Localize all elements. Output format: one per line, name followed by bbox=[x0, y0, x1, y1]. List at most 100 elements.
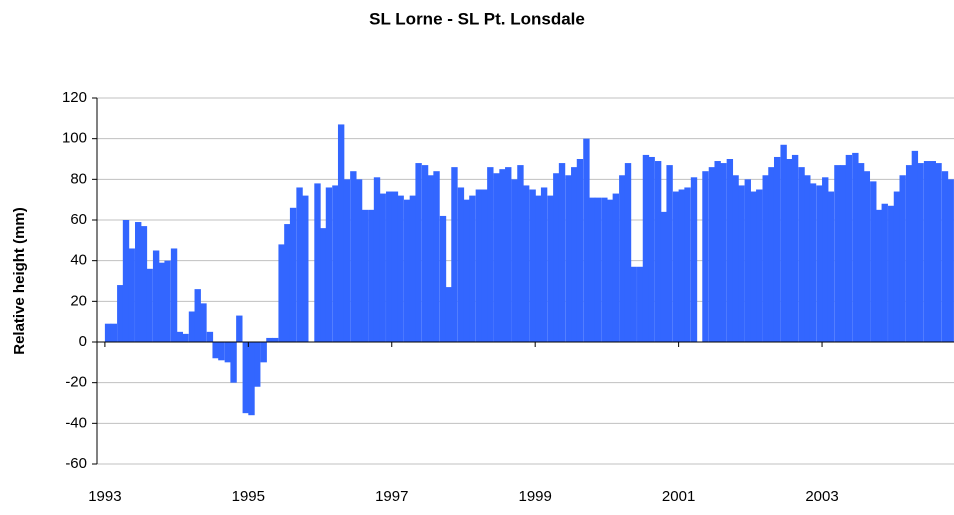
bar bbox=[804, 175, 811, 342]
bar bbox=[361, 209, 369, 342]
bar bbox=[117, 285, 124, 342]
bar bbox=[493, 173, 500, 342]
y-axis-title: Relative height (mm) bbox=[11, 207, 28, 355]
bar bbox=[612, 193, 620, 342]
y-tick-label: 120 bbox=[62, 89, 87, 106]
chart-title: SL Lorne - SL Pt. Lonsdale bbox=[369, 9, 585, 28]
bar bbox=[583, 138, 590, 342]
bar bbox=[708, 167, 716, 342]
bar bbox=[206, 331, 214, 342]
bar bbox=[289, 207, 297, 342]
bar bbox=[386, 191, 393, 342]
bar bbox=[445, 287, 452, 342]
bar bbox=[457, 187, 465, 342]
bar bbox=[750, 191, 757, 342]
bar bbox=[194, 289, 201, 342]
bar bbox=[278, 244, 285, 342]
bar bbox=[391, 191, 399, 342]
bar bbox=[230, 342, 237, 383]
bar bbox=[499, 169, 506, 342]
bar bbox=[875, 209, 883, 342]
bar bbox=[929, 161, 936, 342]
bar bbox=[104, 323, 112, 342]
bar bbox=[236, 315, 243, 342]
bar bbox=[254, 342, 261, 387]
bar bbox=[260, 342, 267, 363]
bar bbox=[200, 303, 207, 342]
bar bbox=[529, 189, 536, 342]
bar bbox=[606, 199, 614, 342]
bar bbox=[576, 159, 584, 342]
bar bbox=[176, 331, 183, 342]
bar bbox=[122, 220, 130, 342]
bar bbox=[451, 167, 458, 342]
bar bbox=[780, 144, 787, 342]
bar bbox=[822, 177, 829, 342]
bar bbox=[558, 163, 566, 342]
x-tick-label: 2003 bbox=[805, 488, 838, 505]
bar bbox=[403, 199, 411, 342]
bar bbox=[893, 191, 901, 342]
bar bbox=[756, 189, 763, 342]
bar bbox=[839, 165, 847, 342]
bar bbox=[637, 266, 644, 342]
bar bbox=[505, 167, 512, 342]
bar bbox=[624, 163, 632, 342]
bar bbox=[343, 179, 351, 342]
y-tick-label: 20 bbox=[70, 292, 87, 309]
y-tick-label: -40 bbox=[65, 414, 87, 431]
bar bbox=[373, 177, 381, 342]
bar bbox=[170, 248, 178, 342]
bar bbox=[905, 165, 913, 342]
x-tick-label: 1995 bbox=[232, 488, 265, 505]
bar bbox=[601, 197, 608, 342]
bar bbox=[565, 175, 572, 342]
bar bbox=[320, 228, 327, 342]
bar bbox=[487, 167, 494, 342]
bar bbox=[218, 342, 225, 361]
y-tick-label: 0 bbox=[79, 333, 87, 350]
bar bbox=[553, 173, 560, 342]
bar bbox=[666, 165, 673, 342]
bar bbox=[337, 124, 345, 342]
y-tick-label: -60 bbox=[65, 455, 87, 472]
bar bbox=[768, 167, 775, 342]
y-tick-label: 60 bbox=[70, 211, 87, 228]
bar bbox=[690, 177, 698, 342]
bar bbox=[481, 189, 488, 342]
bar bbox=[547, 195, 554, 342]
y-tick-label: 40 bbox=[70, 252, 87, 269]
bar bbox=[852, 152, 859, 342]
bar bbox=[248, 342, 255, 416]
bar bbox=[773, 156, 781, 342]
bar bbox=[188, 311, 196, 342]
bar bbox=[463, 199, 470, 342]
bar bbox=[296, 187, 303, 342]
x-tick-label: 2001 bbox=[662, 488, 695, 505]
bar bbox=[110, 323, 118, 342]
bar bbox=[242, 342, 249, 414]
bar bbox=[271, 337, 279, 342]
bar bbox=[332, 185, 339, 342]
bar bbox=[517, 165, 524, 342]
bar bbox=[684, 187, 691, 342]
bar bbox=[284, 224, 291, 342]
bar bbox=[744, 179, 751, 342]
bar bbox=[409, 195, 417, 342]
bar bbox=[212, 342, 219, 359]
bar bbox=[135, 222, 142, 342]
bar bbox=[648, 156, 655, 342]
bar bbox=[397, 195, 404, 342]
bar bbox=[678, 189, 685, 342]
bar bbox=[923, 161, 931, 342]
y-tick-label: 80 bbox=[70, 170, 87, 187]
bar bbox=[732, 175, 739, 342]
bar bbox=[415, 163, 422, 342]
bar bbox=[182, 333, 189, 342]
bar bbox=[660, 211, 668, 342]
bar bbox=[870, 181, 877, 342]
bar bbox=[164, 260, 171, 342]
y-tick-label: -20 bbox=[65, 374, 87, 391]
bar bbox=[224, 342, 232, 363]
